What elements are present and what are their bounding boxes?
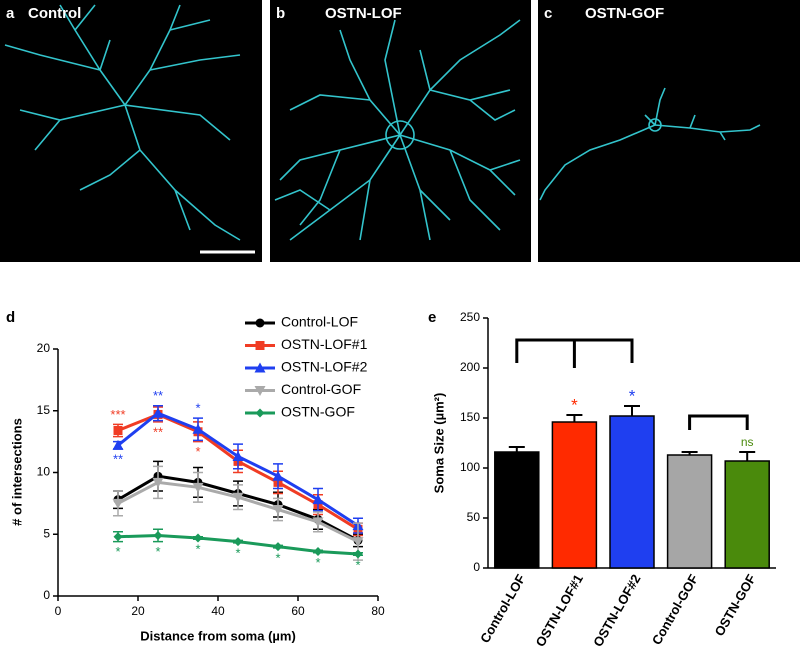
significance: * — [571, 395, 578, 414]
x-tick-label: 80 — [371, 604, 385, 618]
image-c — [538, 0, 800, 262]
legend-label: Control-LOF — [281, 314, 358, 330]
significance: ** — [113, 451, 123, 466]
panel-letter: b — [276, 5, 285, 22]
panel-title: OSTN-LOF — [325, 5, 402, 22]
marker — [232, 492, 244, 503]
legend-label: OSTN-LOF#2 — [281, 359, 368, 375]
x-tick-label: 40 — [211, 604, 225, 618]
bracket — [688, 414, 749, 430]
bar — [551, 421, 598, 569]
bar — [494, 451, 540, 569]
marker — [272, 470, 284, 481]
significance: * — [355, 558, 360, 573]
x-tick-label: 20 — [131, 604, 145, 618]
y-axis-label: # of intersections — [9, 418, 24, 526]
neuron-a — [4, 4, 255, 254]
panel-title: OSTN-GOF — [585, 5, 664, 22]
legend-label: OSTN-LOF#1 — [281, 336, 368, 352]
bar — [724, 460, 770, 569]
significance: * — [315, 555, 320, 570]
y-tick-label: 250 — [460, 310, 480, 324]
error-bar — [624, 405, 640, 416]
error-bar — [566, 414, 583, 422]
marker — [152, 407, 164, 418]
marker — [152, 477, 164, 488]
x-tick-label: OSTN-LOF#1 — [533, 572, 586, 650]
bar — [609, 415, 655, 569]
marker — [232, 450, 244, 461]
marker — [353, 549, 363, 559]
significance: ** — [153, 424, 163, 439]
panel-letter: e — [428, 309, 436, 326]
marker — [112, 498, 124, 509]
panel-title: Control — [28, 5, 81, 22]
bar — [666, 454, 713, 569]
marker — [352, 537, 364, 548]
neuron-b — [274, 19, 521, 241]
significance: ** — [153, 388, 163, 403]
x-tick-label: Control-GOF — [649, 572, 701, 648]
legend-label: Control-GOF — [281, 381, 361, 397]
y-tick-label: 20 — [37, 341, 51, 355]
soma-b — [385, 120, 415, 150]
x-tick-label: 60 — [291, 604, 305, 618]
significance: * — [195, 444, 200, 459]
significance: * — [155, 544, 160, 559]
marker — [113, 426, 123, 436]
marker — [192, 423, 204, 434]
y-tick-label: 50 — [467, 510, 481, 524]
error-bar — [739, 451, 756, 461]
marker — [153, 530, 163, 540]
bracket — [515, 338, 634, 368]
y-tick-label: 15 — [37, 403, 51, 417]
legend-marker — [255, 408, 265, 418]
marker — [233, 537, 243, 547]
y-tick-label: 10 — [37, 465, 51, 479]
y-tick-label: 100 — [460, 460, 480, 474]
panel-letter: a — [6, 5, 15, 22]
significance: ns — [741, 435, 754, 449]
significance: * — [275, 550, 280, 565]
y-tick-label: 200 — [460, 360, 480, 374]
marker — [192, 482, 204, 493]
significance: *** — [110, 407, 125, 422]
marker — [273, 542, 283, 552]
y-axis-label: Soma Size (µm²) — [431, 393, 446, 494]
x-tick-label: Control-LOF — [477, 572, 528, 646]
significance: * — [115, 544, 120, 559]
panel-letter: d — [6, 309, 15, 326]
marker — [272, 505, 284, 516]
x-tick-label: OSTN-GOF — [711, 572, 758, 639]
x-axis-label: Distance from soma (µm) — [140, 628, 296, 643]
y-tick-label: 0 — [43, 588, 50, 602]
legend-marker — [255, 318, 265, 328]
y-tick-label: 5 — [43, 526, 50, 540]
image-panels — [0, 0, 800, 262]
x-tick-label: 0 — [55, 604, 62, 618]
neuron-c — [539, 87, 761, 201]
significance: * — [195, 401, 200, 416]
x-tick-label: OSTN-LOF#2 — [590, 572, 643, 650]
legend-marker — [254, 386, 266, 396]
marker — [313, 547, 323, 557]
panel-letter: c — [544, 5, 552, 22]
legend-marker — [255, 341, 265, 350]
marker — [193, 533, 203, 543]
error-bar — [508, 446, 525, 452]
significance: * — [629, 386, 636, 405]
marker — [312, 494, 324, 505]
significance: * — [195, 542, 200, 557]
y-tick-label: 0 — [473, 560, 480, 574]
marker — [113, 532, 123, 542]
image-a — [0, 0, 262, 262]
legend-label: OSTN-GOF — [281, 404, 355, 420]
significance: * — [235, 545, 240, 560]
soma-c — [648, 118, 662, 132]
legend-marker — [254, 362, 266, 373]
marker — [112, 439, 124, 450]
y-tick-label: 150 — [460, 410, 480, 424]
marker — [312, 517, 324, 528]
